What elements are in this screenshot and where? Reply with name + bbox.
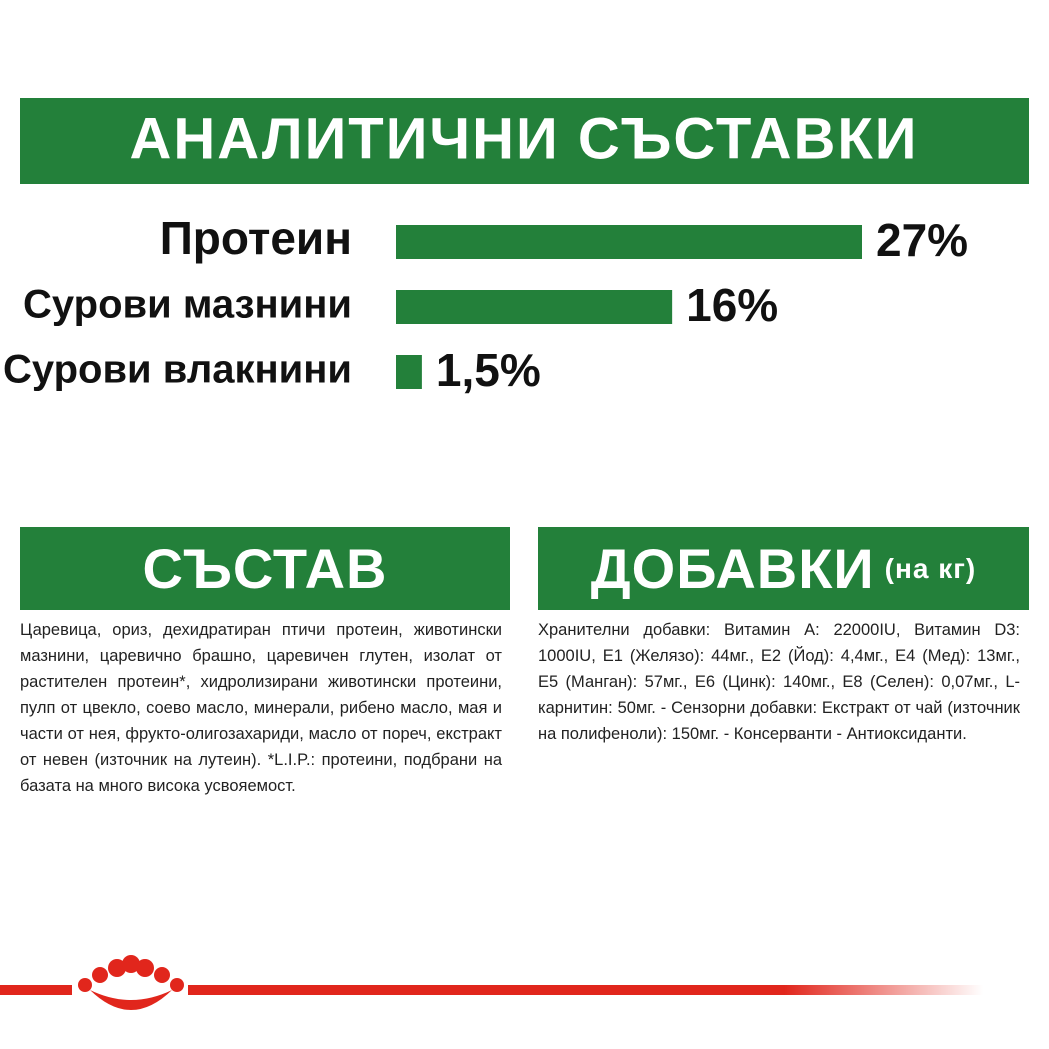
chart-title: АНАЛИТИЧНИ СЪСТАВКИ bbox=[130, 106, 919, 171]
category-label: Протеин bbox=[160, 212, 352, 264]
crown-logo bbox=[78, 955, 184, 1010]
bar bbox=[396, 355, 422, 389]
title-band bbox=[20, 98, 1029, 184]
composition-header: СЪСТАВ bbox=[20, 527, 510, 610]
category-label: Сурови мазнини bbox=[23, 283, 352, 327]
footer-line bbox=[188, 985, 983, 995]
bar bbox=[396, 290, 673, 324]
composition-title: СЪСТАВ bbox=[142, 537, 388, 600]
value-label: 27% bbox=[876, 214, 968, 266]
additives-text: Хранителни добавки: Витамин A: 22000IU, … bbox=[538, 621, 1020, 743]
footer-line bbox=[0, 985, 72, 995]
bar bbox=[396, 225, 862, 259]
additives-unit: (на кг) bbox=[884, 552, 977, 584]
additives-header: ДОБАВКИ (на кг) bbox=[538, 527, 1029, 610]
category-label: Сурови влакнини bbox=[3, 348, 352, 392]
additives-title: ДОБАВКИ bbox=[590, 537, 875, 600]
footer bbox=[0, 955, 983, 1010]
composition-text: Царевица, ориз, дехидратиран птичи проте… bbox=[20, 621, 502, 795]
value-label: 16% bbox=[686, 279, 778, 331]
value-label: 1,5% bbox=[436, 344, 541, 396]
